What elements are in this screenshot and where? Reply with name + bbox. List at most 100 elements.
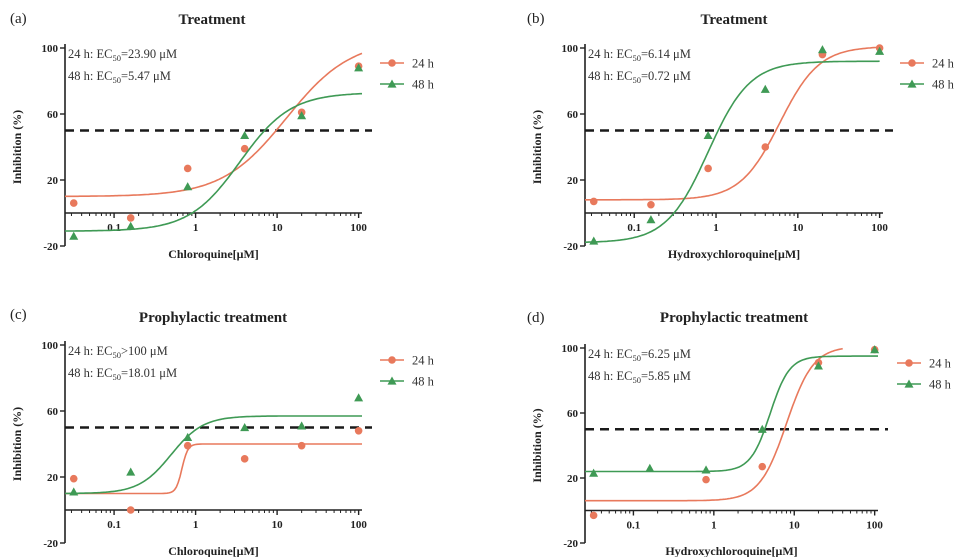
annotation-suffix: =6.25 μM: [641, 347, 691, 361]
annotation-subscript: 50: [632, 353, 641, 363]
ec50-annotation: 48 h: EC50=5.47 μM: [68, 69, 171, 85]
annotation-suffix: =23.90 μM: [121, 47, 177, 61]
fit-curve-24h: [585, 347, 843, 502]
x-tick-label: 10: [272, 519, 284, 531]
data-point-48h: [126, 467, 136, 476]
data-point-24h: [589, 511, 598, 520]
annotation-subscript: 50: [112, 53, 121, 63]
annotation-subscript: 50: [632, 75, 641, 85]
y-tick-label: 20: [567, 473, 579, 485]
legend-label: 48 h: [929, 378, 952, 392]
y-tick-label: -20: [43, 241, 58, 253]
y-tick-label: 20: [567, 175, 579, 187]
data-point-48h: [297, 421, 307, 430]
data-point-48h: [813, 361, 823, 370]
legend-marker-circle: [905, 359, 913, 367]
panel-label: (c): [10, 307, 27, 323]
panel-label: (d): [527, 310, 545, 326]
chart-panel-d: (d) Prophylactic treatment -20 20 60 100 0.1 1 1…: [527, 310, 952, 557]
data-point-48h: [703, 130, 713, 140]
data-point-48h: [183, 182, 193, 191]
fit-curve-24h: [65, 443, 362, 495]
data-point-24h: [297, 441, 306, 450]
y-axis-label: Inhibition (%): [10, 110, 24, 184]
annotation-subscript: 50: [632, 53, 641, 63]
data-point-48h: [240, 130, 250, 140]
ec50-annotation: 24 h: EC50>100 μM: [68, 344, 168, 360]
data-point-24h: [589, 197, 598, 206]
chart-title: Prophylactic treatment: [139, 310, 287, 326]
chart-title: Treatment: [179, 12, 246, 28]
legend-label: 24 h: [932, 57, 955, 71]
x-axis-label: Hydroxychloroquine[μM]: [668, 247, 800, 261]
data-point-24h: [183, 164, 192, 173]
annotation-subscript: 50: [632, 375, 641, 385]
y-tick-label: 20: [47, 472, 59, 484]
data-point-24h: [704, 164, 712, 173]
x-tick-label: 100: [866, 520, 883, 532]
data-point-24h: [183, 441, 192, 450]
ec50-annotation: 24 h: EC50=6.25 μM: [588, 347, 691, 363]
ec50-annotation: 48 h: EC50=5.85 μM: [588, 369, 691, 385]
data-point-24h: [702, 475, 710, 484]
data-point-48h: [875, 46, 885, 55]
y-tick-label: 60: [567, 408, 579, 420]
annotation-suffix: =5.47 μM: [121, 69, 171, 83]
y-tick-label: 60: [567, 109, 579, 121]
data-point-24h: [240, 144, 249, 153]
annotation-prefix: 24 h: EC: [588, 47, 632, 61]
annotation-prefix: 48 h: EC: [68, 366, 112, 380]
x-axis-label: Hydroxychloroquine[μM]: [665, 544, 797, 557]
y-tick-label: -20: [43, 538, 58, 550]
annotation-prefix: 24 h: EC: [68, 47, 112, 61]
x-tick-label: 100: [350, 519, 367, 531]
y-tick-label: 100: [562, 43, 579, 55]
annotation-subscript: 50: [112, 372, 121, 382]
fit-curve-24h: [65, 52, 363, 198]
data-point-48h: [646, 215, 656, 224]
data-point-48h: [701, 465, 711, 474]
x-tick-label: 100: [350, 222, 367, 234]
data-point-24h: [240, 455, 249, 463]
ec50-annotation: 24 h: EC50=6.14 μM: [588, 47, 691, 63]
x-tick-label: 1: [193, 222, 199, 234]
fit-curve-48h: [585, 355, 878, 473]
ec50-annotation: 48 h: EC50=0.72 μM: [588, 69, 691, 85]
fit-curve-48h: [65, 415, 362, 495]
annotation-prefix: 48 h: EC: [68, 69, 112, 83]
x-tick-label: 10: [789, 520, 801, 532]
chart-title: Treatment: [701, 12, 768, 28]
y-tick-label: 100: [42, 43, 59, 55]
legend-marker-circle: [908, 59, 916, 67]
legend-marker-triangle: [907, 79, 917, 88]
annotation-suffix: =6.14 μM: [641, 47, 691, 61]
data-point-48h: [126, 221, 136, 230]
legend-label: 48 h: [412, 78, 435, 92]
annotation-subscript: 50: [112, 75, 121, 85]
data-point-24h: [354, 427, 363, 435]
fit-curve-24h: [585, 46, 880, 201]
data-point-48h: [757, 424, 767, 433]
data-point-24h: [126, 506, 135, 514]
data-point-48h: [645, 463, 655, 472]
legend-label: 24 h: [929, 357, 952, 371]
legend-label: 24 h: [412, 354, 435, 368]
annotation-suffix: =5.85 μM: [641, 369, 691, 383]
annotation-suffix: =18.01 μM: [121, 366, 177, 380]
data-point-24h: [126, 214, 135, 222]
data-point-24h: [758, 462, 767, 471]
legend-marker-triangle: [904, 379, 914, 388]
legend-marker-triangle: [387, 79, 397, 88]
ec50-annotation: 24 h: EC50=23.90 μM: [68, 47, 177, 63]
chart-title: Prophylactic treatment: [660, 310, 808, 326]
chart-panel-b: (b) Treatment -20 20 60 100 0.1 1 10 100 Hydroxych…: [527, 11, 955, 261]
annotation-suffix: =0.72 μM: [641, 69, 691, 83]
legend-label: 48 h: [932, 78, 955, 92]
x-tick-label: 0.1: [627, 520, 641, 532]
data-point-48h: [589, 236, 599, 245]
x-tick-label: 10: [792, 222, 804, 234]
x-tick-label: 0.1: [627, 222, 641, 234]
data-point-48h: [240, 423, 250, 432]
panel-label: (a): [10, 11, 27, 27]
